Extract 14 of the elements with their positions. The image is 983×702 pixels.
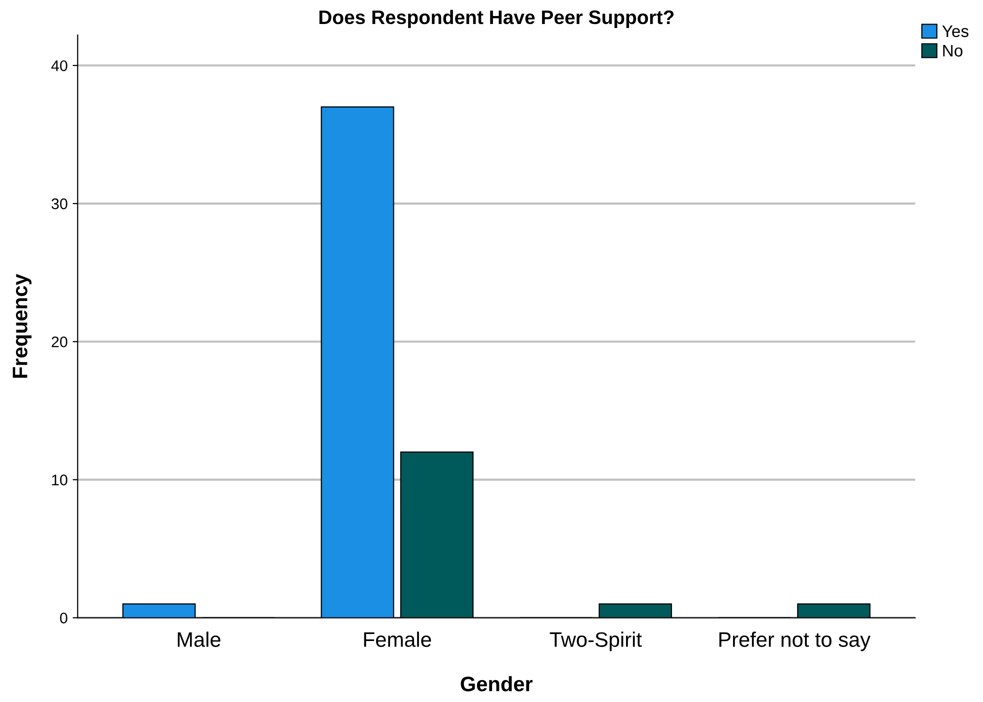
legend-label: No [943, 44, 962, 57]
y-tick-label: 40 [51, 60, 68, 72]
x-tick-label: Male [178, 632, 220, 647]
chart-title: Does Respondent Have Peer Support? [319, 10, 674, 28]
y-tick-label: 0 [60, 612, 68, 624]
x-axis-title: Gender [460, 676, 533, 692]
legend-label: Yes [942, 25, 968, 38]
x-tick-label: Female [364, 632, 431, 647]
y-tick-label: 10 [52, 474, 68, 486]
x-tick-label: Two-Spirit [550, 632, 642, 652]
y-tick-label: 30 [52, 198, 68, 210]
y-axis-title: Frequency [12, 274, 32, 378]
x-tick-label: Prefer not to say [719, 632, 871, 652]
y-tick-label: 20 [52, 336, 68, 348]
